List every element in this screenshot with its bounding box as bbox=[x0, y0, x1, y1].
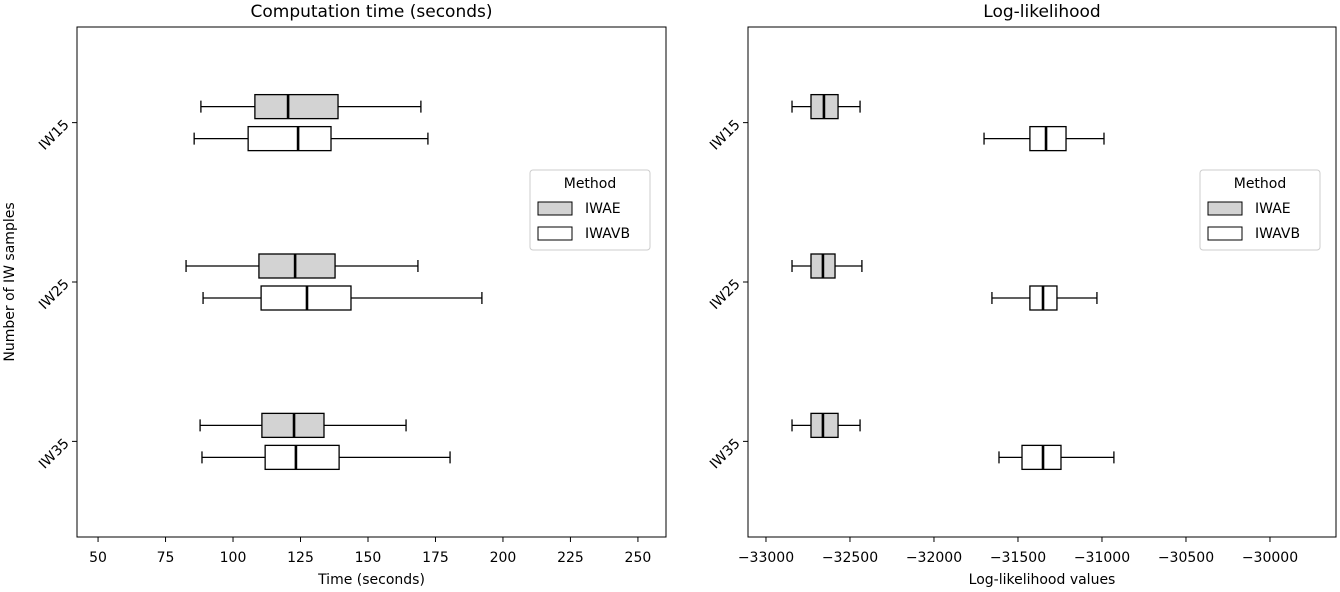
y-tick-label: IW25 bbox=[36, 276, 73, 313]
x-tick-label: −30500 bbox=[1158, 550, 1214, 566]
box bbox=[791, 253, 863, 279]
box-body bbox=[258, 253, 336, 279]
y-tick-label: IW15 bbox=[36, 117, 73, 154]
x-tick-label: −31000 bbox=[1074, 550, 1130, 566]
x-tick-label: 200 bbox=[490, 550, 517, 566]
box bbox=[791, 412, 861, 439]
legend-label: IWAE bbox=[585, 201, 621, 217]
legend-label: IWAVB bbox=[585, 226, 630, 242]
box-body bbox=[810, 412, 839, 439]
box bbox=[998, 444, 1115, 471]
x-tick-label: 125 bbox=[287, 550, 314, 566]
x-tick-label: 75 bbox=[157, 550, 175, 566]
x-tick-label: 50 bbox=[89, 550, 107, 566]
x-tick-label: −32500 bbox=[822, 550, 878, 566]
x-axis-label: Log-likelihood values bbox=[969, 572, 1116, 588]
box bbox=[791, 93, 861, 120]
box bbox=[991, 285, 1098, 311]
chart-title: Log-likelihood bbox=[983, 2, 1100, 22]
y-tick-label: IW15 bbox=[707, 117, 744, 154]
legend-label: IWAE bbox=[1255, 201, 1291, 217]
x-tick-label: 225 bbox=[557, 550, 584, 566]
legend-title: Method bbox=[1234, 176, 1287, 192]
x-tick-label: −31500 bbox=[990, 550, 1046, 566]
y-tick-label: IW35 bbox=[707, 436, 744, 473]
y-tick-label: IW35 bbox=[36, 436, 73, 473]
box bbox=[202, 285, 483, 311]
x-tick-label: 175 bbox=[422, 550, 449, 566]
x-axis-label: Time (seconds) bbox=[317, 572, 425, 588]
box bbox=[201, 444, 451, 471]
x-tick-label: 250 bbox=[625, 550, 652, 566]
legend-swatch bbox=[537, 226, 573, 241]
box-body bbox=[254, 93, 339, 120]
legend-label: IWAVB bbox=[1255, 226, 1300, 242]
box-body bbox=[1021, 444, 1062, 471]
x-tick-label: −30000 bbox=[1242, 550, 1298, 566]
chart-title: Computation time (seconds) bbox=[250, 2, 492, 22]
y-tick-label: IW25 bbox=[707, 276, 744, 313]
box bbox=[185, 253, 419, 279]
x-tick-label: 150 bbox=[355, 550, 382, 566]
box bbox=[983, 125, 1105, 152]
legend-title: Method bbox=[564, 176, 617, 192]
plot-area bbox=[76, 26, 667, 538]
box bbox=[200, 93, 422, 120]
legend-swatch bbox=[1207, 201, 1243, 216]
legend-swatch bbox=[1207, 226, 1243, 241]
legend-swatch bbox=[537, 201, 573, 216]
x-tick-label: −32000 bbox=[906, 550, 962, 566]
box-body bbox=[247, 125, 332, 152]
x-tick-label: 100 bbox=[220, 550, 247, 566]
box bbox=[199, 412, 407, 439]
y-axis-label: Number of IW samples bbox=[2, 202, 18, 361]
box bbox=[193, 125, 429, 152]
box-body bbox=[1029, 125, 1067, 152]
x-tick-label: −33000 bbox=[738, 550, 794, 566]
box-body bbox=[264, 444, 340, 471]
